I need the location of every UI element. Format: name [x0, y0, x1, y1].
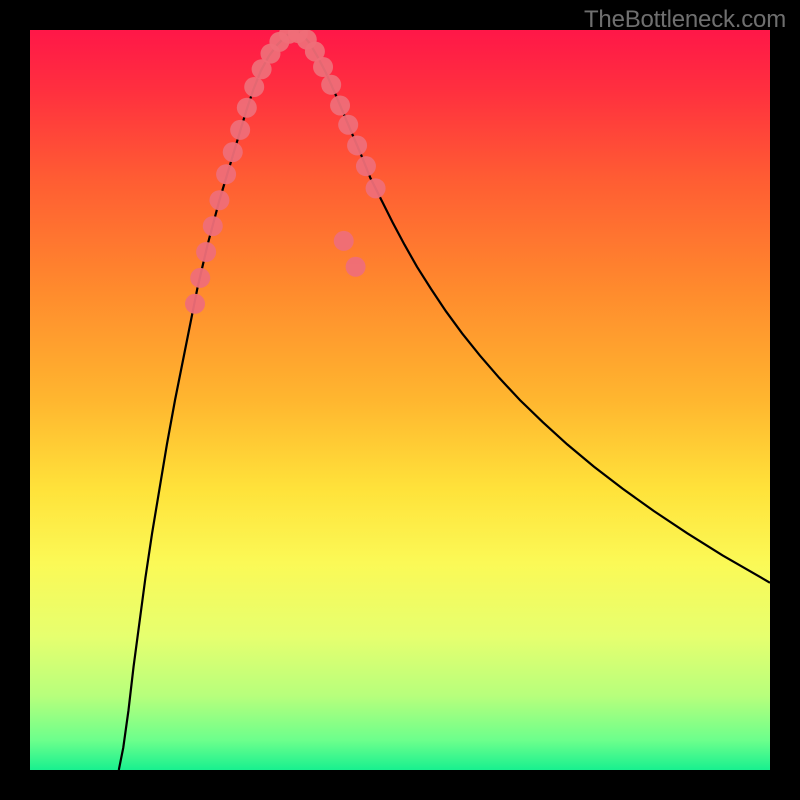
data-marker — [185, 294, 205, 314]
data-marker — [321, 75, 341, 95]
data-marker — [203, 216, 223, 236]
bottleneck-chart — [30, 30, 770, 770]
data-marker — [196, 242, 216, 262]
data-marker — [356, 156, 376, 176]
chart-frame: TheBottleneck.com — [0, 0, 800, 800]
data-marker — [216, 164, 236, 184]
data-marker — [346, 257, 366, 277]
data-marker — [209, 190, 229, 210]
data-marker — [347, 135, 367, 155]
data-marker — [366, 178, 386, 198]
data-marker — [330, 95, 350, 115]
data-marker — [313, 57, 333, 77]
data-marker — [244, 77, 264, 97]
data-marker — [237, 98, 257, 118]
data-marker — [338, 115, 358, 135]
data-marker — [230, 120, 250, 140]
gradient-background — [30, 30, 770, 770]
data-marker — [334, 231, 354, 251]
data-marker — [190, 268, 210, 288]
data-marker — [223, 142, 243, 162]
watermark-text: TheBottleneck.com — [584, 6, 786, 34]
